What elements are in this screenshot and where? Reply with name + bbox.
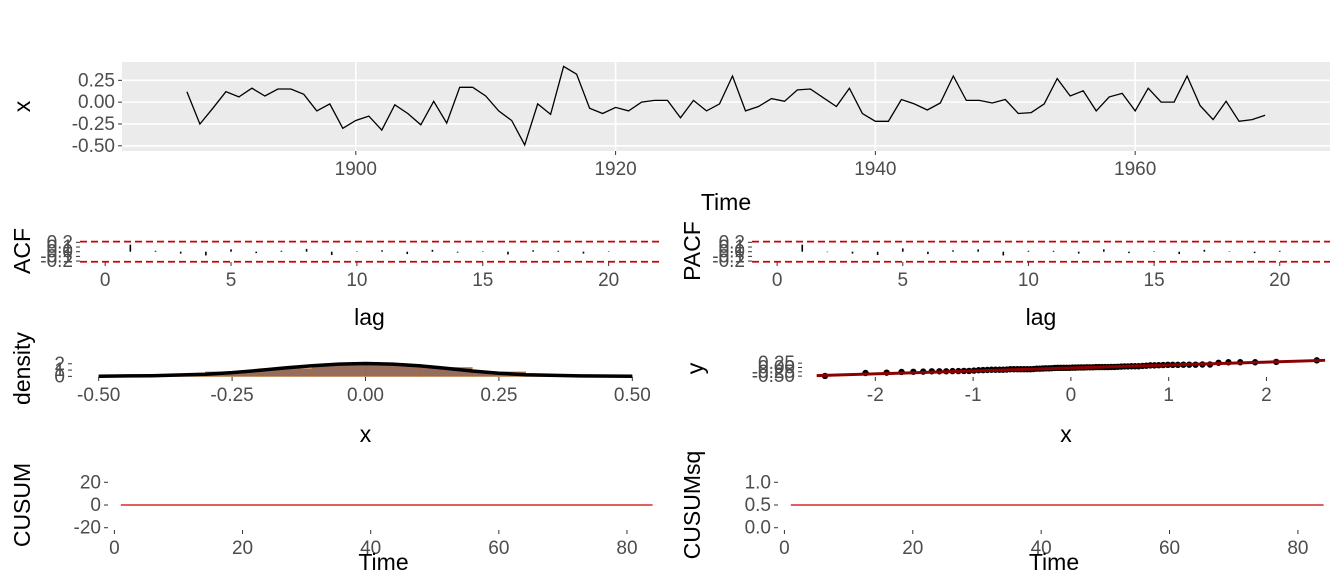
pacf-y-tick-label: -0.2 (712, 251, 745, 272)
cusum-x-tick-label: 20 (232, 538, 253, 559)
density-x-axis-title: x (360, 421, 372, 447)
cusum-x-tick-label: 0 (109, 538, 120, 559)
acf-x-tick-label: 0 (100, 270, 111, 291)
density-x-tick-label: -0.25 (210, 385, 253, 406)
pacf-x-tick-label: 10 (1018, 270, 1039, 291)
acf-y-tick-label: 0.1 (47, 237, 73, 258)
cusumsq-x-tick-label: 40 (1031, 538, 1052, 559)
qq-y-tick-label: -0.25 (752, 362, 795, 383)
qq-x-tick-label: -1 (965, 385, 982, 406)
density-panel: -0.50 -0.25 0.00 0.25 0.50 210 x density (9, 332, 651, 447)
qq-x-tick-label: 1 (1163, 385, 1174, 406)
qq-y-axis-title: y (682, 362, 708, 374)
cusumsq-x-axis-title: Time (1029, 549, 1079, 575)
pacf-panel: 0 5 10 15 20 0.20.10.0-0.1-0.2 lag PACF (679, 221, 1330, 330)
qq-reference-line (816, 358, 1326, 378)
cusumsq-x-tick-label: 60 (1159, 538, 1180, 559)
qq-x-tick-label: 2 (1261, 385, 1272, 406)
cusumsq-y-tick-label: 0.0 (745, 518, 771, 539)
cusumsq-y-axis-title: CUSUMsq (679, 451, 705, 560)
acf-x-axis-title: lag (354, 304, 385, 330)
qq-y-tick-label: 0.25 (758, 353, 795, 374)
ts-x-tick-label: 1900 (335, 159, 377, 180)
density-y-tick-label: 2 (54, 354, 65, 375)
pacf-y-tick-label: 0.2 (719, 232, 745, 253)
qq-x-tick-label: 0 (1066, 385, 1077, 406)
density-x-tick-label: 0.00 (347, 385, 384, 406)
ts-panel: 1900 1920 1940 1960 0.250.00-0.25-0.50 Time x (9, 62, 1330, 215)
pacf-y-axis-title: PACF (679, 221, 705, 281)
cusum-y-tick-label: 20 (80, 472, 101, 493)
acf-x-tick-label: 5 (226, 270, 237, 291)
qq-x-tick-label: -2 (867, 385, 884, 406)
density-y-axis-title: density (9, 332, 35, 405)
ts-y-tick-label: -0.50 (72, 136, 115, 157)
pacf-y-tick-label: 0.1 (719, 237, 745, 258)
ts-x-tick-label: 1940 (854, 159, 896, 180)
density-curve (98, 361, 633, 378)
pacf-y-tick-label: 0.0 (719, 242, 745, 263)
cusumsq-x-tick-label: 80 (1287, 538, 1308, 559)
acf-x-tick-label: 10 (346, 270, 367, 291)
acf-x-tick-label: 20 (598, 270, 619, 291)
density-x-tick-label: -0.50 (77, 385, 120, 406)
cusumsq-panel: 0 20 40 60 80 1.00.50.0 Time CUSUMsq (679, 451, 1324, 575)
acf-y-tick-label: 0.0 (47, 242, 73, 263)
density-y-tick-label: 1 (54, 360, 65, 381)
cusumsq-y-tick-label: 0.5 (745, 495, 771, 516)
cusum-x-tick-label: 40 (360, 538, 381, 559)
ts-y-tick-label: 0.25 (78, 70, 115, 91)
ts-y-tick-label: 0.00 (78, 92, 115, 113)
cusumsq-y-tick-label: 1.0 (745, 472, 771, 493)
cusumsq-x-tick-label: 20 (902, 538, 923, 559)
qq-y-tick-label: -0.50 (752, 366, 795, 387)
acf-panel: 0 5 10 15 20 0.20.10.0-0.1-0.2 lag ACF (9, 228, 659, 330)
pacf-x-tick-label: 0 (772, 270, 783, 291)
density-x-tick-label: 0.25 (480, 385, 517, 406)
cusum-x-tick-label: 60 (488, 538, 509, 559)
pacf-x-tick-label: 15 (1144, 270, 1165, 291)
cusum-x-tick-label: 80 (616, 538, 637, 559)
cusum-x-axis-title: Time (358, 549, 408, 575)
ts-x-tick-label: 1920 (594, 159, 636, 180)
acf-y-tick-label: -0.2 (40, 251, 73, 272)
ts-y-axis-title: x (9, 100, 35, 112)
density-x-tick-label: 0.50 (614, 385, 651, 406)
ts-x-tick-label: 1960 (1114, 159, 1156, 180)
qq-x-axis-title: x (1060, 421, 1072, 447)
acf-y-axis-title: ACF (9, 228, 35, 274)
pacf-x-tick-label: 5 (897, 270, 908, 291)
cusum-y-tick-label: 0 (90, 495, 101, 516)
ts-y-tick-label: -0.25 (72, 114, 115, 135)
acf-x-tick-label: 15 (472, 270, 493, 291)
ts-x-axis-title: Time (701, 189, 751, 215)
cusum-y-axis-title: CUSUM (9, 463, 35, 547)
cusum-y-tick-label: -20 (74, 518, 101, 539)
acf-y-tick-label: 0.2 (47, 232, 73, 253)
ts-series-line (186, 65, 1266, 147)
acf-y-tick-label: -0.1 (40, 246, 73, 267)
qq-y-tick-label: 0.00 (758, 357, 795, 378)
pacf-y-tick-label: -0.1 (712, 246, 745, 267)
qq-panel: -2 -1 0 1 2 0.250.00-0.25-0.50 x y (682, 353, 1326, 447)
cusumsq-x-tick-label: 0 (779, 538, 790, 559)
ts-panel-background (122, 62, 1330, 151)
pacf-x-tick-label: 20 (1269, 270, 1290, 291)
density-y-tick-label: 0 (54, 366, 65, 387)
pacf-x-axis-title: lag (1026, 304, 1057, 330)
